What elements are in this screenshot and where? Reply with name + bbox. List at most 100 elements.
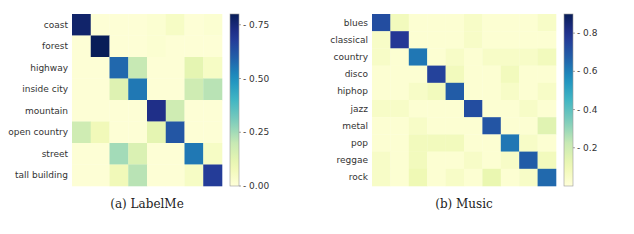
heatmap-cell — [538, 134, 557, 152]
panel: bluesclassicalcountrydiscohiphopjazzmeta… — [330, 14, 598, 211]
row-label: forest — [42, 41, 68, 51]
heatmap-cell — [372, 48, 391, 66]
row-label: coast — [44, 20, 69, 30]
heatmap-cell — [482, 152, 501, 170]
heatmap-cell — [501, 134, 520, 152]
heatmap-cell — [482, 31, 501, 49]
heatmap-cells — [72, 14, 222, 186]
heatmap-cell — [519, 100, 538, 118]
heatmap-cell — [147, 100, 166, 122]
heatmap-cell — [446, 134, 465, 152]
colorbar-tick — [573, 109, 575, 110]
heatmap-cell — [185, 143, 204, 165]
row-label: inside city — [22, 84, 68, 94]
heatmap-cell — [203, 36, 222, 58]
heatmap-cell — [390, 100, 409, 118]
heatmap-cell — [427, 117, 446, 135]
heatmap-cell — [166, 14, 185, 36]
heatmap-cell — [464, 31, 483, 49]
heatmap-cell — [203, 100, 222, 122]
heatmap-cell — [372, 66, 391, 84]
heatmap-cell — [128, 143, 147, 165]
heatmap-cell — [464, 152, 483, 170]
heatmap-cell — [166, 79, 185, 101]
heatmap-cell — [128, 100, 147, 122]
heatmap-cell — [91, 143, 110, 165]
row-label: classical — [330, 35, 368, 45]
heatmap-cell — [409, 117, 428, 135]
heatmap-cell — [390, 14, 409, 32]
colorbar-tick — [239, 78, 241, 79]
heatmap-cell — [147, 165, 166, 187]
heatmap-cell — [110, 79, 129, 101]
heatmap-cell — [72, 36, 91, 58]
heatmap-cell — [501, 83, 520, 101]
heatmap-cell — [409, 14, 428, 32]
heatmap-cell — [372, 100, 391, 118]
colorbar-tick-label: - 0.4 — [577, 105, 598, 115]
heatmap-cell — [427, 66, 446, 84]
panel-title: (b) Music — [435, 197, 493, 211]
row-label: country — [334, 52, 369, 62]
heatmap-cell — [427, 48, 446, 66]
row-label: disco — [345, 69, 369, 79]
heatmap-cell — [446, 31, 465, 49]
colorbar-tick-label: - 0.50 — [243, 74, 269, 84]
heatmap-cell — [72, 165, 91, 187]
heatmap-cell — [372, 83, 391, 101]
colorbar-tick — [573, 71, 575, 72]
heatmap-cell — [409, 83, 428, 101]
heatmap-cell — [482, 100, 501, 118]
heatmap-cell — [501, 117, 520, 135]
row-label: open country — [8, 127, 68, 137]
heatmap-cell — [91, 165, 110, 187]
heatmap-cell — [185, 165, 204, 187]
heatmap-cell — [446, 48, 465, 66]
heatmap-cell — [166, 57, 185, 79]
heatmap-cell — [128, 165, 147, 187]
heatmap-cell — [372, 31, 391, 49]
heatmap-cell — [390, 31, 409, 49]
heatmap-cell — [519, 169, 538, 187]
heatmap-cell — [91, 57, 110, 79]
colorbar-tick-label: - 0.6 — [577, 66, 598, 76]
row-label: blues — [344, 18, 368, 28]
row-label: highway — [30, 63, 68, 73]
heatmap-cell — [501, 31, 520, 49]
heatmap-cell — [464, 117, 483, 135]
heatmap-cell — [538, 100, 557, 118]
colorbar — [230, 14, 239, 186]
heatmap-cell — [390, 83, 409, 101]
row-label: hiphop — [337, 86, 368, 96]
heatmap-cell — [372, 152, 391, 170]
heatmap-cell — [147, 14, 166, 36]
heatmap-cell — [185, 79, 204, 101]
heatmap-cell — [91, 14, 110, 36]
heatmap-cell — [166, 100, 185, 122]
colorbar-tick — [239, 132, 241, 133]
heatmap-cell — [538, 117, 557, 135]
heatmap-cell — [501, 152, 520, 170]
heatmap-cell — [464, 48, 483, 66]
heatmap-cell — [519, 134, 538, 152]
heatmap-cell — [72, 57, 91, 79]
row-label: rock — [349, 172, 369, 182]
heatmap-cell — [427, 100, 446, 118]
heatmap-cell — [390, 152, 409, 170]
heatmap-cell — [147, 36, 166, 58]
heatmap-cell — [409, 48, 428, 66]
heatmap-cell — [519, 117, 538, 135]
heatmap-cell — [501, 48, 520, 66]
heatmap-cell — [464, 169, 483, 187]
heatmap-cell — [519, 66, 538, 84]
heatmap-cell — [538, 31, 557, 49]
heatmap-cell — [409, 169, 428, 187]
colorbar-tick — [239, 186, 241, 187]
heatmap-cell — [427, 152, 446, 170]
heatmap-cell — [166, 36, 185, 58]
heatmap-cell — [501, 100, 520, 118]
heatmap-cell — [519, 152, 538, 170]
heatmap-cell — [147, 57, 166, 79]
heatmap-cell — [446, 66, 465, 84]
heatmap-cell — [203, 57, 222, 79]
